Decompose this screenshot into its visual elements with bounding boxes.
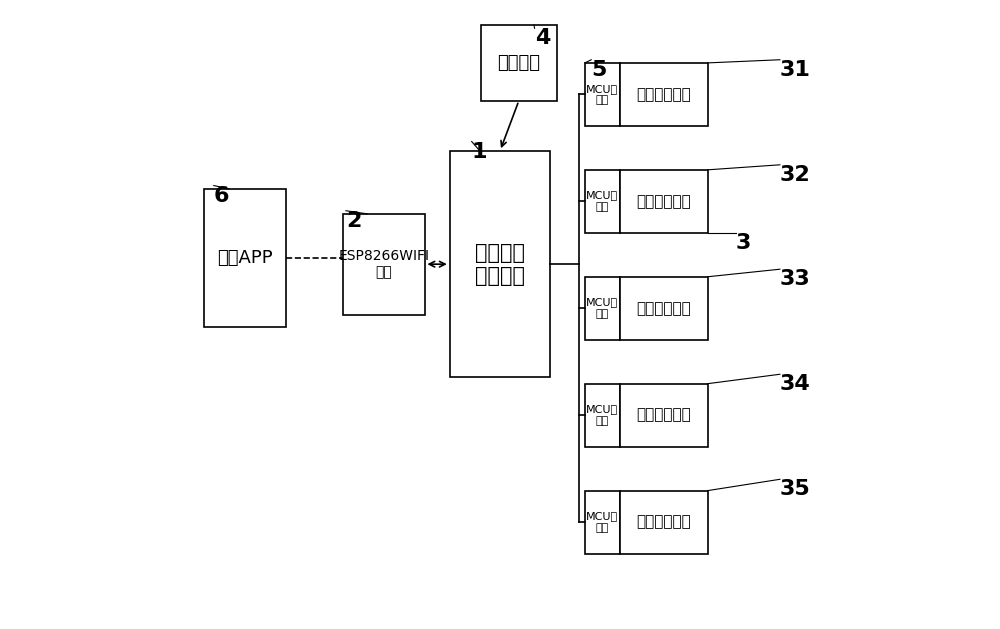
Text: MCU处
理器: MCU处 理器 (586, 404, 618, 426)
FancyBboxPatch shape (481, 25, 557, 101)
Text: 32: 32 (780, 165, 811, 185)
Text: 其他总线舵机: 其他总线舵机 (636, 515, 691, 530)
FancyBboxPatch shape (620, 384, 708, 447)
Text: 34: 34 (780, 374, 811, 394)
Text: MCU处
理器: MCU处 理器 (586, 511, 618, 533)
Text: MCU处
理器: MCU处 理器 (586, 191, 618, 212)
Text: 31: 31 (780, 60, 811, 80)
Text: 1: 1 (472, 142, 487, 162)
Text: 2: 2 (346, 211, 361, 231)
Text: 4: 4 (535, 28, 550, 48)
FancyBboxPatch shape (620, 170, 708, 233)
FancyBboxPatch shape (585, 491, 620, 554)
Text: 串口转总
线控制板: 串口转总 线控制板 (475, 243, 525, 286)
Text: 第四总线舵机: 第四总线舵机 (636, 408, 691, 423)
Text: 手机APP: 手机APP (217, 249, 273, 267)
FancyBboxPatch shape (585, 384, 620, 447)
FancyBboxPatch shape (585, 170, 620, 233)
Text: 33: 33 (780, 269, 811, 289)
Text: 35: 35 (780, 479, 811, 499)
Text: 第二总线舵机: 第二总线舵机 (636, 194, 691, 209)
FancyBboxPatch shape (204, 189, 286, 327)
Text: 第一总线舵机: 第一总线舵机 (636, 87, 691, 102)
Text: 第三总线舵机: 第三总线舵机 (636, 301, 691, 316)
Text: 3: 3 (736, 233, 751, 253)
Text: MCU处
理器: MCU处 理器 (586, 298, 618, 319)
FancyBboxPatch shape (450, 151, 550, 377)
Text: MCU处
理器: MCU处 理器 (586, 84, 618, 105)
FancyBboxPatch shape (343, 214, 425, 314)
FancyBboxPatch shape (585, 277, 620, 340)
Text: 6: 6 (214, 186, 229, 206)
Text: ESP8266WIFI
模块: ESP8266WIFI 模块 (338, 249, 429, 279)
FancyBboxPatch shape (620, 277, 708, 340)
FancyBboxPatch shape (620, 491, 708, 554)
Text: 电源模块: 电源模块 (497, 54, 540, 72)
Text: 5: 5 (591, 60, 607, 80)
FancyBboxPatch shape (585, 63, 620, 126)
FancyBboxPatch shape (620, 63, 708, 126)
